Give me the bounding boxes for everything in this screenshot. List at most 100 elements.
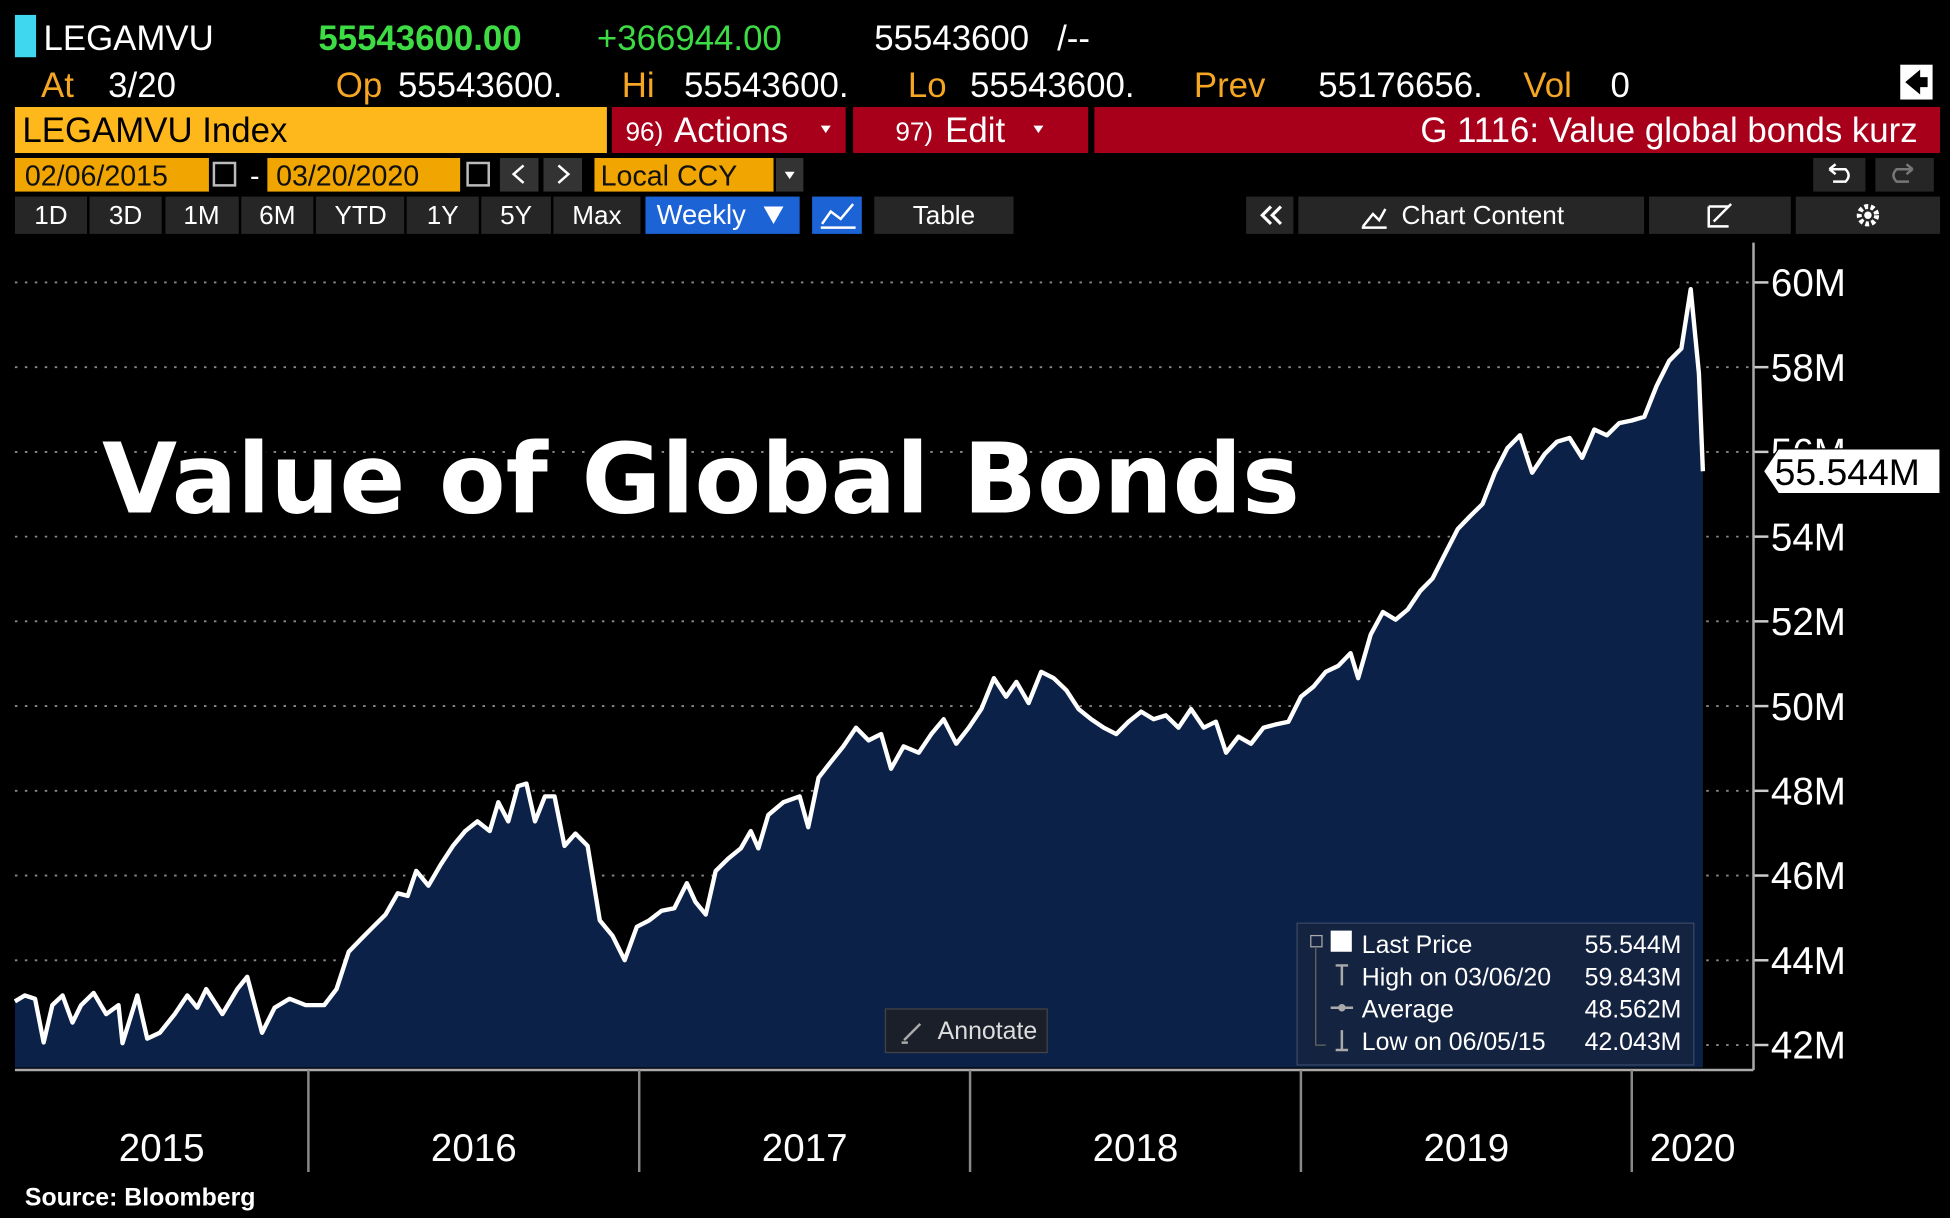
frequency-dropdown[interactable]: Weekly — [645, 196, 800, 234]
legend-swatch — [1330, 930, 1352, 952]
actions-button[interactable]: 96) Actions — [611, 106, 846, 154]
period-label: 1D — [34, 200, 67, 230]
legend-tree-line — [1315, 948, 1326, 1046]
chart-title: Value of Global Bonds — [102, 423, 1300, 536]
settings-button[interactable] — [1795, 196, 1941, 234]
annotate-button[interactable]: Annotate — [884, 1008, 1048, 1054]
period-button[interactable] — [406, 196, 479, 234]
redo-button[interactable] — [1875, 158, 1934, 192]
legend-icon — [1338, 1004, 1346, 1012]
open-value: 55543600. — [398, 66, 563, 105]
security: LEGAMVU Index — [22, 111, 288, 150]
edit-label: Edit — [945, 111, 1005, 150]
low-value: 55543600. — [970, 66, 1135, 105]
prev-value: 55176656. — [1318, 66, 1483, 105]
last-price-label: 55.544M — [1775, 451, 1920, 493]
y-tick-label: 52M — [1771, 601, 1846, 644]
period-label: 6M — [259, 200, 295, 230]
y-tick-label: 46M — [1771, 855, 1846, 898]
y-tick-label: 58M — [1771, 347, 1846, 390]
bid-ask: 55543600 — [874, 19, 1029, 58]
high-label: Hi — [622, 66, 655, 105]
legend: Last Price 55.544M High on 03/06/20 59.8… — [1296, 922, 1695, 1066]
currency-dropdown[interactable] — [776, 158, 804, 192]
period-label: 3D — [109, 200, 142, 230]
y-tick-label: 44M — [1771, 940, 1846, 983]
year-label: 2018 — [1093, 1127, 1179, 1170]
year-label: 2020 — [1650, 1127, 1736, 1170]
year-label: 2015 — [119, 1127, 205, 1170]
frequency: Weekly — [657, 199, 747, 230]
table-label: Table — [913, 200, 975, 230]
year-label: 2019 — [1423, 1127, 1509, 1170]
y-tick-label: 48M — [1771, 770, 1846, 813]
period-label: Max — [572, 200, 621, 230]
currency-field[interactable] — [594, 158, 774, 192]
security-field[interactable] — [14, 106, 607, 154]
page-title: G 1116: Value global bonds kurz — [1420, 111, 1917, 150]
legend-label: Last Price — [1362, 931, 1473, 959]
export-icon[interactable] — [1900, 64, 1933, 100]
chart-content-label: Chart Content — [1402, 200, 1565, 230]
annotate-label: Annotate — [938, 1017, 1038, 1045]
legend-value: 59.843M — [1585, 963, 1682, 991]
collapse-button[interactable] — [1246, 196, 1294, 234]
source: Source: Bloomberg — [25, 1184, 256, 1212]
table-button[interactable] — [874, 196, 1014, 234]
legend-label: Low on 06/05/15 — [1362, 1028, 1546, 1056]
year-label: 2016 — [431, 1127, 517, 1170]
vol-value: 0 — [1610, 66, 1629, 105]
start-date-field[interactable] — [14, 158, 209, 192]
prev-button[interactable] — [499, 158, 539, 192]
period-button[interactable] — [481, 196, 551, 234]
at-label: At — [41, 66, 74, 105]
y-tick-label: 54M — [1771, 516, 1846, 559]
period-button[interactable] — [165, 196, 239, 234]
legend-icon — [1335, 964, 1349, 986]
period-button[interactable] — [553, 196, 641, 234]
legend-icon — [1335, 1030, 1349, 1052]
undo-button[interactable] — [1813, 158, 1866, 192]
period-button[interactable] — [14, 196, 88, 234]
chart-type-button[interactable] — [812, 196, 862, 234]
calendar-icon[interactable] — [466, 161, 490, 187]
y-tick-label: 50M — [1771, 686, 1846, 729]
ticker: LEGAMVU — [44, 19, 214, 58]
bid-ask-suffix: /-- — [1057, 19, 1090, 58]
period-label: 5Y — [500, 200, 532, 230]
actions-label: Actions — [674, 111, 788, 150]
period-label: 1Y — [427, 200, 459, 230]
line — [13, 286, 1706, 1046]
prev-label: Prev — [1194, 66, 1266, 105]
change: +366944.00 — [597, 19, 782, 58]
legend-label: Average — [1362, 996, 1454, 1024]
calendar-icon[interactable] — [212, 161, 237, 187]
edit-button[interactable]: 97) Edit — [853, 106, 1089, 154]
title-bar — [1094, 106, 1941, 154]
high-value: 55543600. — [684, 66, 849, 105]
legend-collapse[interactable] — [1310, 934, 1323, 948]
period-buttons: 1D 3D 1M 6M YTD 1Y 5Y Max — [14, 196, 641, 234]
chart-content-button[interactable] — [1298, 196, 1645, 234]
actions-number: 96) — [626, 117, 664, 147]
end-date-field[interactable] — [267, 158, 461, 192]
ticker-marker — [14, 14, 37, 58]
start-date: 02/06/2015 — [25, 160, 168, 192]
legend-value: 42.043M — [1585, 1028, 1682, 1056]
next-button[interactable] — [543, 158, 583, 192]
edit-chart-button[interactable] — [1649, 196, 1791, 234]
last-price: 55543600.00 — [318, 19, 521, 58]
legend-label: High on 03/06/20 — [1362, 963, 1551, 991]
low-label: Lo — [908, 66, 947, 105]
end-date: 03/20/2020 — [276, 160, 419, 192]
period-button[interactable] — [241, 196, 314, 234]
period-label: YTD — [335, 200, 387, 230]
period-button[interactable] — [89, 196, 162, 234]
vol-label: Vol — [1523, 66, 1571, 105]
y-tick-label: 60M — [1771, 262, 1846, 305]
period-button[interactable] — [315, 196, 405, 234]
chart-content-icon — [1361, 208, 1387, 229]
